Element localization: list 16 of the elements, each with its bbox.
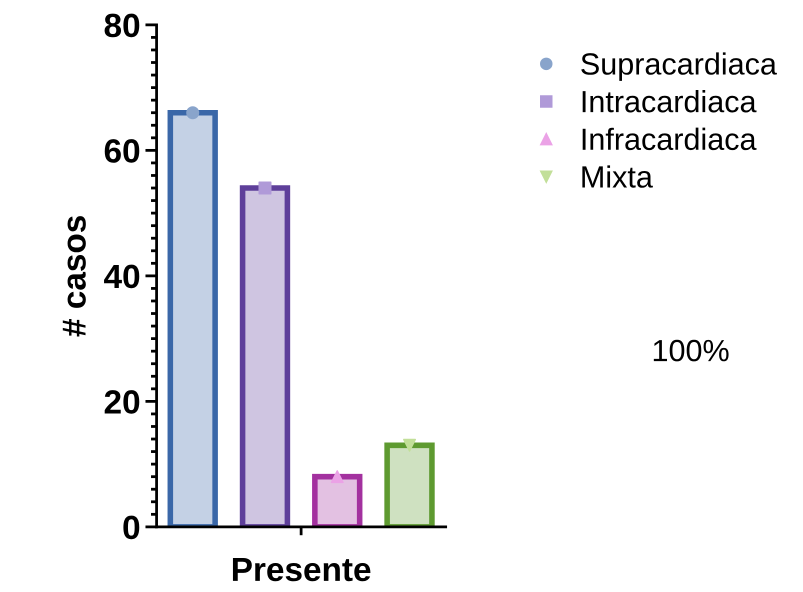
point bbox=[330, 470, 344, 484]
y-axis-title: # casos bbox=[62, 216, 86, 336]
legend-label: Infracardiaca bbox=[582, 128, 757, 150]
point bbox=[186, 106, 200, 120]
legend-label: Intracardiaca bbox=[582, 90, 757, 112]
x-axis-title: Presente bbox=[232, 558, 370, 582]
y-tick-label: 0 bbox=[123, 516, 140, 540]
y-tick-label: 80 bbox=[104, 14, 140, 38]
text: 100% bbox=[654, 340, 729, 362]
y-tick-label: 60 bbox=[104, 139, 140, 163]
y-tick-label: 40 bbox=[104, 264, 140, 288]
point bbox=[403, 438, 416, 452]
legend-label: Mixta bbox=[582, 165, 653, 188]
y-tick-label: 20 bbox=[104, 390, 140, 414]
point bbox=[258, 182, 272, 195]
legend-label: Supracardiaca bbox=[581, 52, 777, 81]
